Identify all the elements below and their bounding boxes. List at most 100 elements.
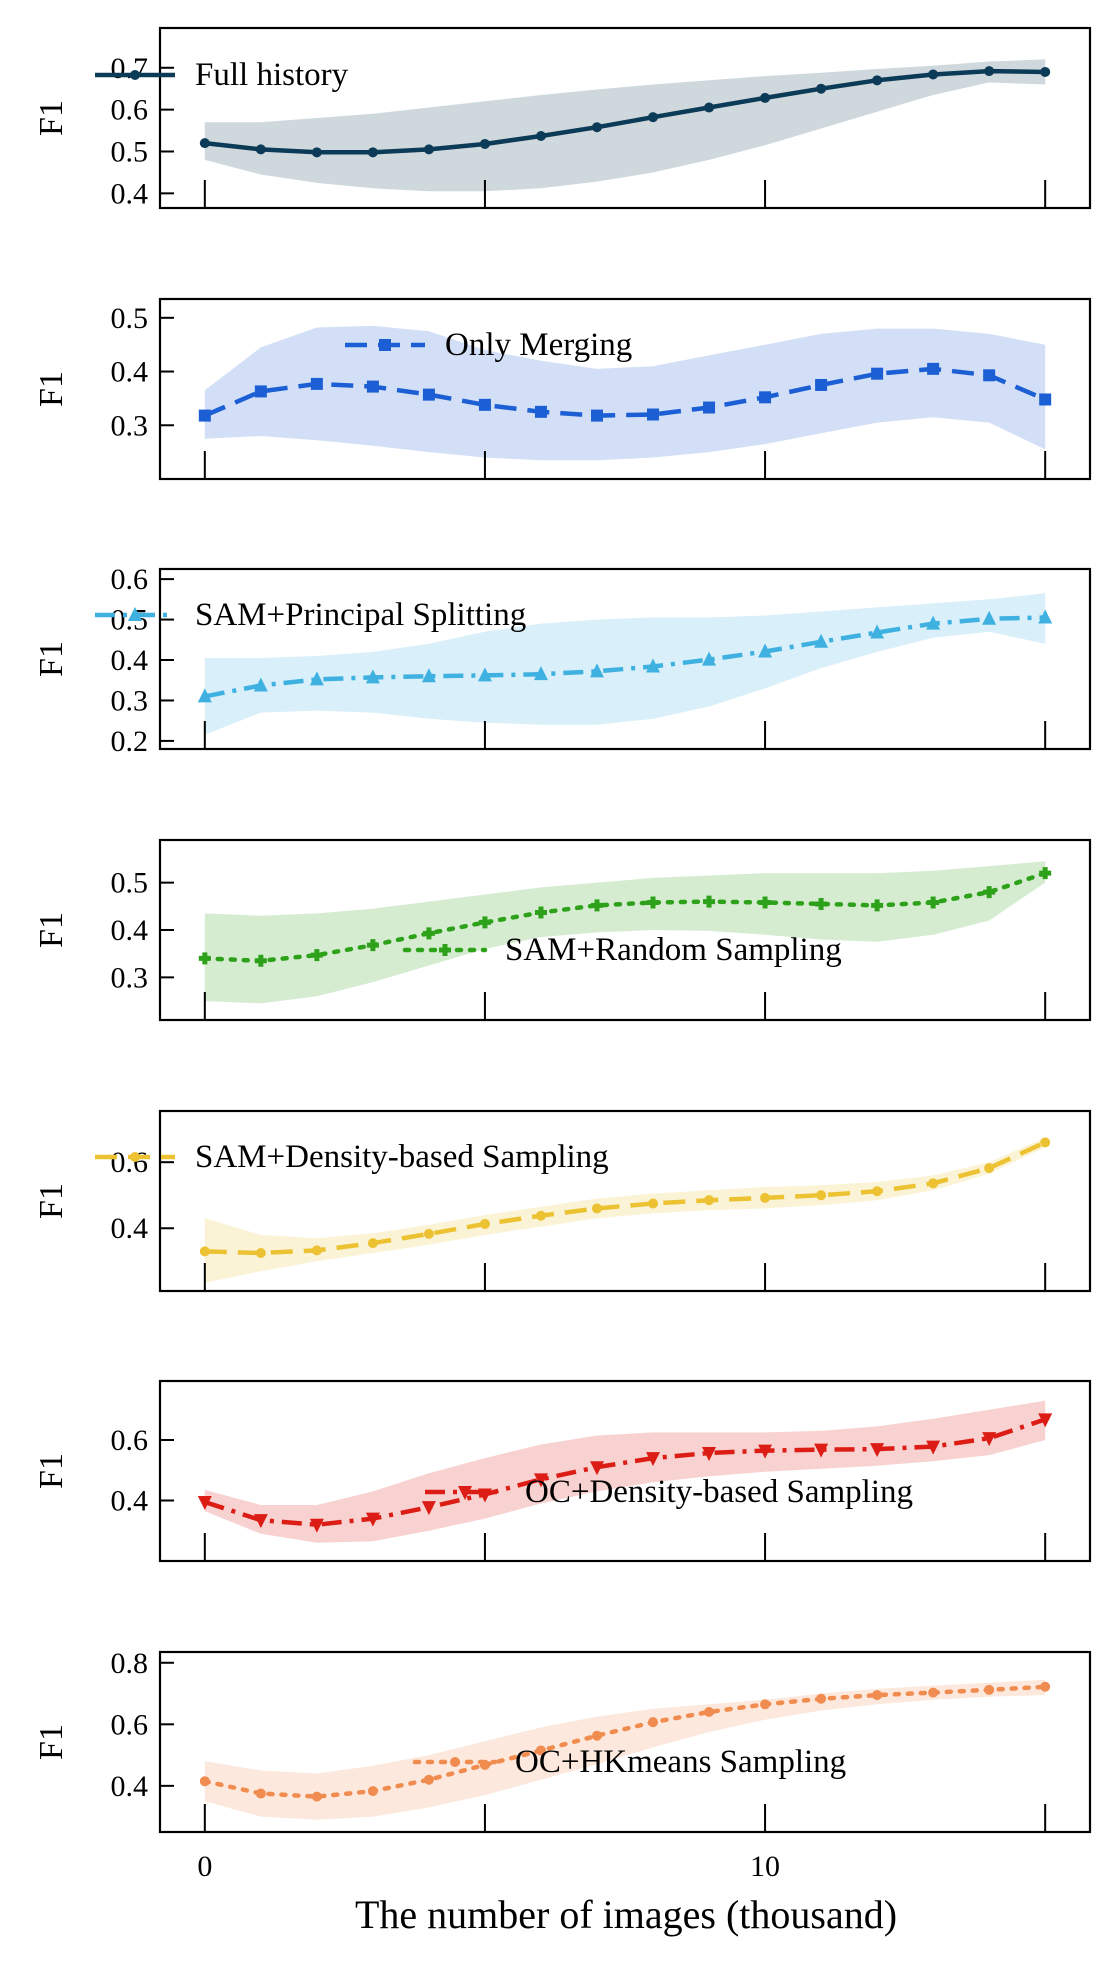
data-point-11: [815, 897, 828, 910]
y-axis-label: F1: [33, 912, 70, 948]
data-point-3: [367, 1786, 378, 1797]
data-point-11: [816, 83, 827, 94]
data-point-15: [1039, 393, 1052, 406]
legend: SAM+Random Sampling: [402, 932, 842, 968]
plot-frame: [158, 1379, 1092, 1563]
data-point-3: [367, 147, 378, 158]
y-tick-label: 0.5: [111, 302, 149, 335]
data-point-11: [816, 1190, 827, 1201]
legend: OC+Density-based Sampling: [425, 1474, 913, 1510]
data-point-7: [591, 1203, 602, 1214]
data-point-13: [926, 1440, 941, 1455]
data-point-5: [479, 138, 490, 149]
plot-frame: [158, 1109, 1092, 1293]
x-tick-labels: 0 10: [197, 1850, 780, 1883]
plot-frame: [158, 297, 1092, 481]
data-point-3: [365, 669, 380, 684]
confidence-band: [204, 325, 1046, 461]
data-point-2: [310, 377, 323, 390]
data-point-9: [704, 1707, 715, 1717]
data-points: [198, 362, 1052, 422]
y-tick-label: 0.4: [111, 644, 149, 677]
data-point-8: [646, 1452, 661, 1467]
data-point-13: [928, 69, 939, 80]
data-point-13: [927, 362, 940, 375]
legend: SAM+Density-based Sampling: [95, 1139, 609, 1175]
data-point-11: [815, 378, 828, 391]
y-axis-label: F1: [33, 641, 70, 677]
data-point-13: [926, 615, 941, 630]
chart-panels: 0.4 0.5 0.6 0.7 F1 Full history 0.3 0.4 0.5 F1 Onl…: [33, 26, 1092, 1834]
panel-2: 0.3 0.4 0.5 F1 Only Merging: [33, 297, 1092, 481]
data-point-10: [758, 643, 773, 658]
confidence-band: [204, 861, 1046, 1004]
data-point-15: [1040, 1681, 1051, 1692]
panel-5: 0.4 0.6 F1 SAM+Density-based Sampling: [33, 1109, 1092, 1293]
legend: SAM+Principal Splitting: [95, 597, 526, 633]
confidence-band: [204, 1400, 1046, 1543]
data-point-8: [646, 658, 661, 673]
panel-1: 0.4 0.5 0.6 0.7 F1 Full history: [33, 26, 1092, 210]
data-point-6: [533, 1473, 548, 1488]
y-tick-label: 0.3: [111, 684, 149, 717]
data-point-2: [311, 1791, 322, 1802]
data-point-0: [198, 409, 211, 422]
data-points: [197, 609, 1053, 703]
data-point-7: [591, 122, 602, 133]
data-point-2: [310, 949, 323, 962]
legend: Full history: [95, 57, 349, 93]
data-point-14: [984, 66, 995, 77]
data-point-9: [702, 651, 717, 666]
y-axis-label: F1: [33, 1724, 70, 1760]
data-point-1: [255, 144, 266, 155]
data-point-11: [814, 1443, 829, 1458]
legend-label: SAM+Principal Splitting: [195, 597, 526, 633]
data-point-12: [872, 1186, 883, 1197]
data-point-11: [816, 1693, 827, 1704]
data-point-0: [199, 138, 210, 149]
data-point-3: [366, 939, 379, 952]
data-point-legend: [130, 1152, 140, 1162]
data-point-13: [928, 1687, 939, 1698]
data-point-0: [198, 952, 211, 965]
data-point-1: [255, 1248, 266, 1259]
confidence-band: [204, 593, 1046, 735]
data-point-11: [814, 633, 829, 648]
y-axis-label: F1: [33, 1453, 70, 1489]
data-point-1: [254, 385, 267, 398]
data-point-9: [703, 895, 716, 908]
data-points: [197, 1413, 1053, 1533]
series-line: [204, 68, 1046, 155]
y-tick-label: 0.3: [111, 961, 149, 994]
data-point-14: [982, 1432, 997, 1447]
data-point-5: [479, 1218, 490, 1229]
panel-7: 0.4 0.6 0.8 F1 OC+HKmeans Sampling: [33, 1647, 1092, 1834]
data-point-1: [253, 677, 268, 692]
y-tick-label: 0.7: [111, 52, 149, 85]
data-point-4: [423, 1228, 434, 1239]
data-point-4: [423, 144, 434, 155]
data-point-legend: [458, 1486, 472, 1500]
data-point-10: [758, 1444, 773, 1459]
plot-frame: [158, 26, 1092, 210]
data-point-0: [199, 1246, 210, 1257]
legend-label: OC+Density-based Sampling: [525, 1474, 913, 1510]
data-point-5: [477, 667, 492, 682]
data-point-4: [423, 1774, 434, 1785]
y-tick-label: 0.6: [111, 563, 149, 596]
data-point-8: [648, 112, 659, 123]
y-tick-label: 0.6: [111, 1146, 149, 1179]
data-point-14: [984, 1684, 995, 1695]
data-point-7: [589, 1461, 604, 1476]
data-point-14: [983, 369, 996, 382]
data-point-9: [704, 1195, 715, 1206]
plot-frame: [158, 1650, 1092, 1834]
data-point-4: [421, 1501, 436, 1516]
data-points: [199, 66, 1051, 158]
x-axis-label: The number of images (thousand): [355, 1892, 897, 1937]
legend-label: OC+HKmeans Sampling: [515, 1744, 846, 1780]
y-tick-label: 0.5: [111, 135, 149, 168]
y-axis-label: F1: [33, 371, 70, 407]
